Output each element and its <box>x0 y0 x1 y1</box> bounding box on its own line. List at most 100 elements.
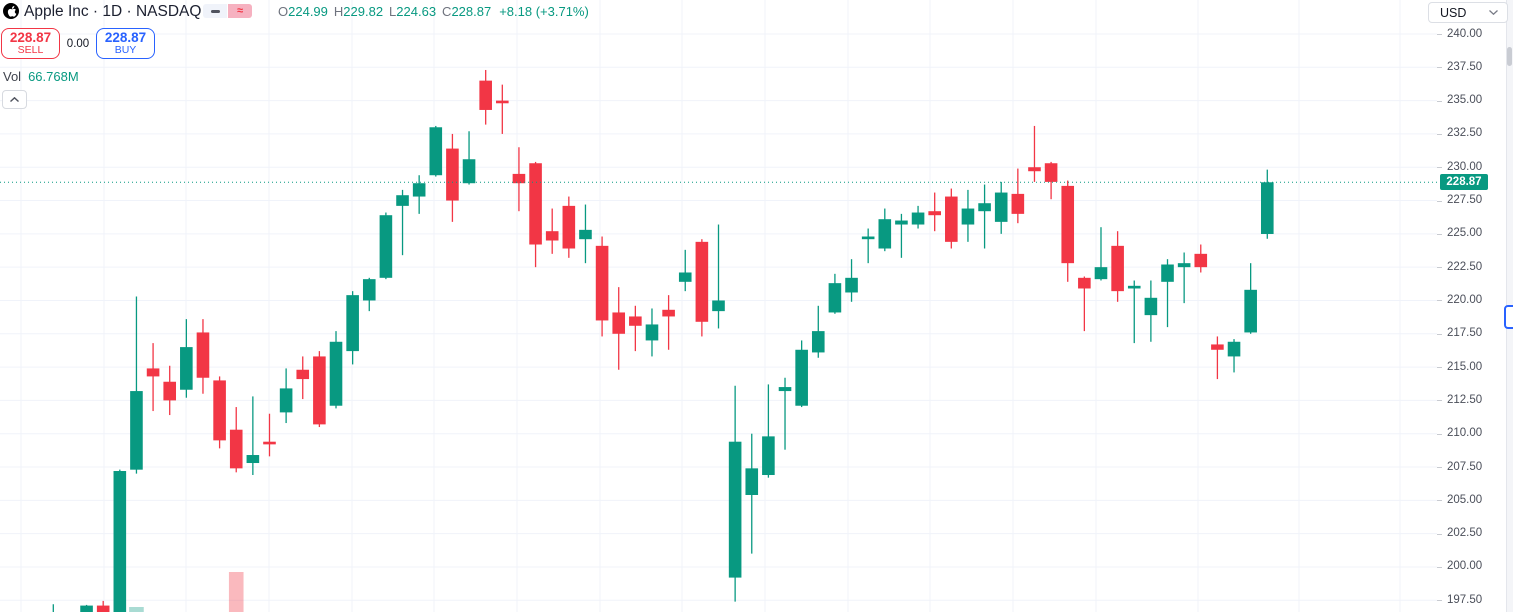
candle <box>1028 125 1041 182</box>
candle <box>412 175 426 214</box>
candle <box>130 296 143 474</box>
price-scale-label: 207.50 <box>1447 460 1483 473</box>
chevron-up-icon <box>10 97 19 102</box>
candle <box>662 295 675 350</box>
candle <box>612 287 626 370</box>
candle <box>811 305 825 358</box>
price-scale-label: 202.50 <box>1447 527 1483 540</box>
legend-approx-button[interactable]: ≈ <box>228 4 252 18</box>
candle <box>1161 259 1174 328</box>
candle <box>961 189 975 242</box>
candle <box>1211 336 1224 380</box>
candle <box>911 205 925 229</box>
buy-label: BUY <box>114 44 137 57</box>
buy-button[interactable]: 228.87 BUY <box>96 28 155 59</box>
close-value: 228.87 <box>451 4 492 19</box>
price-scale-label: 222.50 <box>1447 260 1483 273</box>
candle <box>379 212 393 280</box>
candle <box>878 208 892 252</box>
candle <box>362 277 376 312</box>
candle <box>1044 161 1058 200</box>
candle <box>96 600 110 612</box>
price-scale-tick <box>1437 300 1442 302</box>
candle <box>728 385 742 602</box>
low-label: L <box>389 4 397 19</box>
open-value: 224.99 <box>288 4 328 19</box>
candle <box>180 319 193 398</box>
partial-blue-badge <box>1504 305 1513 329</box>
candle <box>545 208 559 254</box>
candle <box>861 228 875 264</box>
candle <box>828 273 842 314</box>
legend-hide-button[interactable] <box>203 4 227 18</box>
candle <box>329 331 343 409</box>
candle <box>346 291 359 365</box>
spread-value: 0.00 <box>66 37 90 50</box>
price-scale-tick <box>1437 467 1442 468</box>
candle <box>595 236 609 337</box>
candle <box>52 604 54 612</box>
candle <box>1177 252 1191 304</box>
candle <box>113 469 127 612</box>
candle <box>512 147 526 212</box>
order-panel: 228.87 SELL 0.00 228.87 BUY <box>1 28 155 59</box>
candle <box>1111 231 1124 302</box>
high-value: 229.82 <box>343 4 384 19</box>
candle <box>229 407 243 473</box>
volume-legend: Vol 66.768M <box>3 69 79 84</box>
price-scale-label: 220.00 <box>1447 293 1483 306</box>
candle <box>1260 169 1274 239</box>
candle <box>479 69 492 125</box>
collapse-pane-button[interactable] <box>2 90 27 109</box>
candle <box>645 308 659 357</box>
price-scale-label: 205.00 <box>1447 493 1483 506</box>
price-scale-label: 232.50 <box>1447 127 1483 140</box>
candle <box>1144 280 1158 342</box>
candle <box>678 249 692 292</box>
price-scale-tick <box>1437 500 1442 502</box>
candle <box>795 340 808 408</box>
symbol-title[interactable]: Apple Inc · 1D · NASDAQ <box>24 3 202 20</box>
price-scale-tick <box>1437 433 1442 435</box>
price-scale-label: 215.00 <box>1447 360 1483 373</box>
candle <box>945 188 958 249</box>
price-scale-label: 210.00 <box>1447 427 1483 440</box>
candle <box>1244 263 1257 334</box>
approx-icon: ≈ <box>236 5 244 17</box>
candle <box>1061 180 1075 282</box>
candle <box>1194 244 1208 273</box>
price-scale-label: 235.00 <box>1447 94 1483 107</box>
ohlc-legend: O224.99 H229.82 L224.63 C228.87 +8.18 (+3.71… <box>278 4 589 19</box>
price-scale-tick <box>1437 233 1442 235</box>
price-scale-label: 227.50 <box>1447 194 1483 207</box>
price-scale-label: 237.50 <box>1447 60 1483 73</box>
scrollbar-thumb[interactable] <box>1507 47 1512 66</box>
price-scale-tick <box>1437 600 1442 602</box>
price-scale-tick <box>1437 34 1442 35</box>
currency-selector[interactable]: USD <box>1428 2 1508 23</box>
price-scale[interactable]: 228.87 240.00 237.50 235.00 232.50 230.00 227… <box>1437 0 1506 612</box>
open-label: O <box>278 4 289 19</box>
sell-price: 228.87 <box>9 29 52 45</box>
candle <box>579 204 592 264</box>
candle <box>496 84 509 134</box>
sell-button[interactable]: 228.87 SELL <box>1 28 60 59</box>
candle <box>246 396 260 476</box>
candle <box>196 319 210 394</box>
price-scale-tick <box>1437 167 1442 169</box>
gridlines <box>0 0 1437 612</box>
candle <box>1011 168 1025 224</box>
low-value: 224.63 <box>396 4 437 19</box>
candle <box>1227 339 1241 373</box>
price-scale-tick <box>1437 533 1442 535</box>
price-scale-tick <box>1437 100 1442 102</box>
price-scale-label: 225.00 <box>1447 227 1483 240</box>
buy-price: 228.87 <box>104 29 147 45</box>
candle <box>146 343 160 412</box>
chevron-down-icon <box>1489 10 1498 15</box>
candle <box>778 377 792 450</box>
candle <box>1094 227 1108 281</box>
candle <box>712 224 725 329</box>
candlestick-chart[interactable] <box>0 0 1437 612</box>
